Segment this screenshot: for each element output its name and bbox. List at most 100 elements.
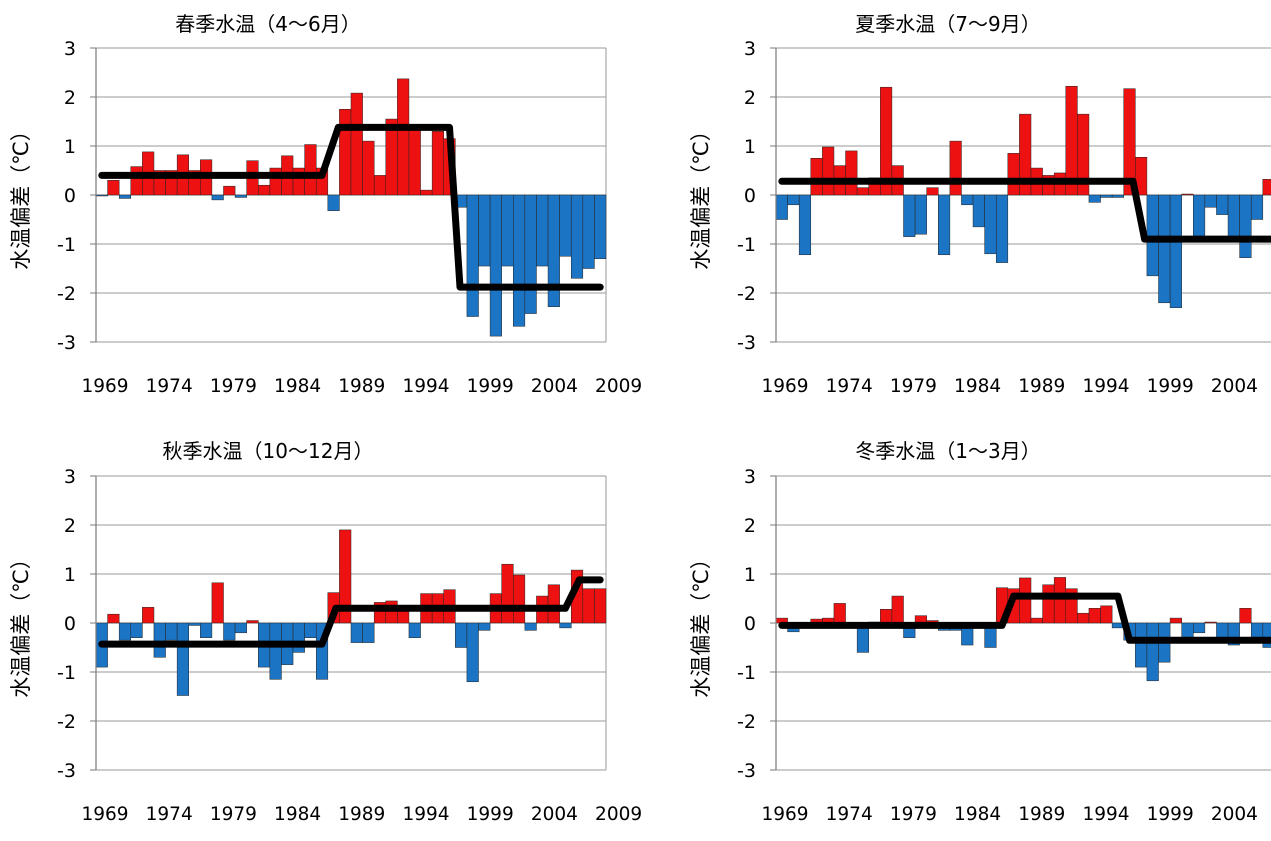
- bar: [420, 189, 433, 196]
- y-tick-label: 2: [64, 515, 76, 537]
- y-axis-label: 水温偏差（℃）: [689, 548, 713, 698]
- step-line: [98, 123, 604, 291]
- chart-panel-summer: 3 2 1 0 -1 -2 -3 1969 1974 1979 1984 1989 1994 1999 20…: [680, 0, 1271, 413]
- bar: [926, 187, 939, 196]
- x-tick-label: 1984: [274, 804, 321, 825]
- bar: [914, 194, 927, 235]
- chart-svg: 3 2 1 0 -1 -2 -3 1969 1974 1979 1984 1989 1994 1999 20…: [689, 439, 1271, 825]
- chart-title: 秋季水温（10～12月）: [163, 439, 374, 463]
- x-tick-label: 1984: [954, 804, 1001, 825]
- bar: [810, 158, 823, 196]
- bar: [95, 194, 108, 197]
- y-tick-label: -3: [57, 332, 76, 354]
- chart-svg: 3 2 1 0 -1 -2 -3 1969 1974 1979 1984 1989 1994 1999 20…: [689, 12, 1271, 397]
- chart-svg: 3 2 1 0 -1 -2 -3 1969 1974 1979 1984 1989 1994 1999 20…: [9, 12, 642, 397]
- x-tick-label: 1974: [146, 804, 193, 825]
- bar: [1239, 194, 1252, 258]
- bar: [1088, 194, 1101, 203]
- bar: [455, 622, 468, 648]
- bar: [524, 622, 537, 631]
- y-tick-label: 3: [744, 38, 756, 60]
- y-tick-label: 0: [64, 185, 76, 207]
- bar: [304, 622, 317, 638]
- bar: [362, 140, 375, 196]
- step-line: [778, 177, 1271, 243]
- bar: [385, 600, 398, 624]
- y-tick-label: -1: [57, 234, 76, 256]
- bar: [570, 194, 584, 279]
- x-tick-label: 1999: [1147, 804, 1194, 825]
- step-line: [778, 592, 1271, 644]
- bar: [1111, 194, 1124, 198]
- x-tick-label: 1994: [1082, 804, 1129, 825]
- y-tick-label: 3: [744, 466, 756, 488]
- y-tick-label: -2: [57, 711, 76, 733]
- bar: [1019, 577, 1032, 624]
- bar: [362, 622, 375, 643]
- bar: [513, 194, 526, 327]
- bar: [513, 574, 526, 624]
- bar: [1146, 194, 1159, 277]
- x-tick-label: 1969: [761, 376, 808, 397]
- y-tick-label: -2: [737, 283, 756, 305]
- bar: [315, 622, 329, 680]
- x-tick-label: 1989: [1018, 376, 1065, 397]
- bar: [107, 613, 120, 624]
- x-tick-label: 1969: [81, 376, 128, 397]
- bar: [1262, 622, 1271, 648]
- x-tick-label: 1999: [1147, 376, 1194, 397]
- bar: [246, 620, 259, 624]
- bar: [1193, 194, 1206, 237]
- y-tick-label: -3: [57, 760, 76, 782]
- bar: [1065, 588, 1078, 624]
- y-tick-label: -1: [57, 662, 76, 684]
- bar: [903, 194, 916, 237]
- bar: [1216, 194, 1229, 215]
- bar: [107, 180, 120, 196]
- bar: [350, 622, 363, 643]
- bar: [1239, 608, 1252, 624]
- bar: [223, 185, 236, 196]
- bar: [1169, 194, 1182, 308]
- bar: [524, 194, 537, 314]
- bar: [1100, 194, 1113, 198]
- y-tick-label: 2: [64, 87, 76, 109]
- x-tick-label: 1974: [826, 376, 873, 397]
- bar: [258, 184, 271, 196]
- bar: [582, 588, 595, 624]
- bar: [489, 194, 502, 337]
- y-tick-label: 3: [64, 466, 76, 488]
- bar: [397, 78, 410, 196]
- bar: [292, 622, 305, 653]
- y-axis-label: 水温偏差（℃）: [689, 120, 713, 270]
- bar: [594, 588, 607, 624]
- bar: [1135, 157, 1148, 196]
- bar: [200, 622, 213, 638]
- bar: [995, 194, 1009, 263]
- bar: [880, 86, 893, 196]
- x-tick-label: 1994: [1082, 376, 1129, 397]
- bar: [188, 622, 201, 626]
- bar: [1216, 622, 1229, 638]
- x-tick-label: 1974: [146, 376, 193, 397]
- bar: [408, 622, 421, 638]
- y-tick-label: -2: [57, 283, 76, 305]
- y-tick-label: -2: [737, 711, 756, 733]
- bar: [1250, 622, 1264, 638]
- y-tick-label: 1: [64, 136, 76, 158]
- bar: [130, 166, 143, 196]
- bar: [949, 140, 962, 196]
- chart-panel-autumn: 3 2 1 0 -1 -2 -3 1969 1974 1979 1984 1989 1994 1999 20…: [0, 428, 642, 841]
- bar: [223, 622, 236, 641]
- bar: [1042, 584, 1055, 624]
- y-tick-label: -1: [737, 662, 756, 684]
- bar: [1077, 612, 1090, 624]
- bar: [891, 595, 904, 624]
- bar: [1204, 194, 1217, 208]
- chart-svg: 3 2 1 0 -1 -2 -3 1969 1974 1979 1984 1989 1994 1999 20…: [9, 439, 642, 825]
- bar: [1019, 113, 1032, 196]
- bar: [536, 194, 549, 267]
- bar: [984, 194, 997, 255]
- bar: [1100, 605, 1113, 624]
- x-tick-label: 1989: [338, 376, 385, 397]
